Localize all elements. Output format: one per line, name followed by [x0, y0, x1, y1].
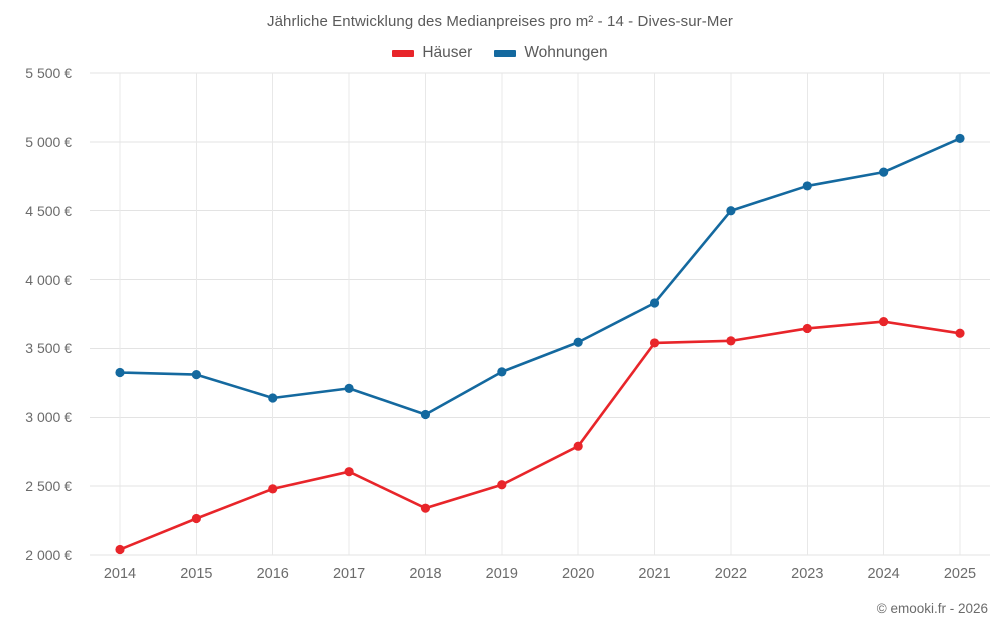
x-axis-tick-label: 2017: [332, 566, 366, 582]
x-axis-tick-label: 2025: [943, 566, 977, 582]
data-point[interactable]: [802, 181, 812, 191]
legend-swatch-wohnungen: [494, 49, 517, 57]
legend-label-hauser: Häuser: [422, 44, 473, 61]
x-axis-tick-label: 2016: [256, 566, 289, 582]
data-point[interactable]: [879, 167, 889, 177]
x-axis-tick-label: 2018: [409, 566, 442, 582]
x-axis-tick-label: 2015: [180, 566, 213, 582]
data-point[interactable]: [726, 336, 736, 346]
data-point[interactable]: [802, 323, 812, 334]
x-axis-tick-label: 2021: [638, 566, 671, 582]
y-axis-tick-label: 2 000 €: [25, 547, 72, 563]
data-point[interactable]: [649, 338, 660, 348]
x-axis-tick-label: 2023: [791, 566, 824, 582]
x-axis-tick-label: 2014: [103, 566, 137, 582]
y-axis-tick-label: 2 500 €: [25, 478, 72, 495]
footer-credit: © emooki.fr - 2026: [876, 601, 988, 616]
data-point[interactable]: [268, 393, 278, 403]
data-point[interactable]: [268, 484, 278, 494]
x-axis-tick-label: 2024: [867, 566, 900, 582]
data-point[interactable]: [344, 467, 354, 477]
legend-item-wohnungen[interactable]: Wohnungen: [494, 44, 608, 62]
x-axis-tick-label: 2020: [562, 566, 595, 582]
data-point[interactable]: [497, 367, 507, 377]
y-axis-tick-label: 3 000 €: [25, 409, 72, 426]
data-point[interactable]: [191, 369, 201, 380]
y-axis-tick-label: 5 000 €: [25, 133, 72, 150]
x-axis-tick-label: 2022: [714, 566, 748, 582]
data-point[interactable]: [573, 337, 583, 347]
y-axis-tick-label: 5 500 €: [25, 65, 72, 81]
data-point[interactable]: [649, 298, 660, 308]
data-point[interactable]: [191, 513, 201, 524]
data-point[interactable]: [115, 544, 125, 555]
data-point[interactable]: [955, 133, 965, 144]
chart-title: Jährliche Entwicklung des Medianpreises …: [266, 13, 734, 30]
chart-legend: Häuser Wohnungen: [0, 44, 1000, 62]
data-point[interactable]: [344, 383, 354, 393]
data-point[interactable]: [497, 480, 507, 490]
series-line-häuser: [118, 320, 962, 551]
data-point[interactable]: [420, 503, 431, 513]
legend-swatch-hauser: [392, 49, 415, 57]
data-point[interactable]: [115, 367, 125, 378]
data-point[interactable]: [573, 441, 583, 451]
data-point[interactable]: [726, 206, 736, 216]
x-axis-tick-label: 2019: [485, 566, 518, 582]
series-line-wohnungen: [118, 137, 962, 416]
data-point[interactable]: [955, 328, 965, 338]
y-axis-tick-label: 3 500 €: [25, 340, 72, 357]
legend-item-hauser[interactable]: Häuser: [392, 44, 472, 62]
legend-label-wohnungen: Wohnungen: [524, 44, 608, 61]
data-point[interactable]: [420, 409, 431, 420]
y-axis-tick-label: 4 500 €: [25, 202, 72, 219]
y-axis-tick-label: 4 000 €: [25, 271, 72, 288]
data-point[interactable]: [879, 316, 889, 327]
